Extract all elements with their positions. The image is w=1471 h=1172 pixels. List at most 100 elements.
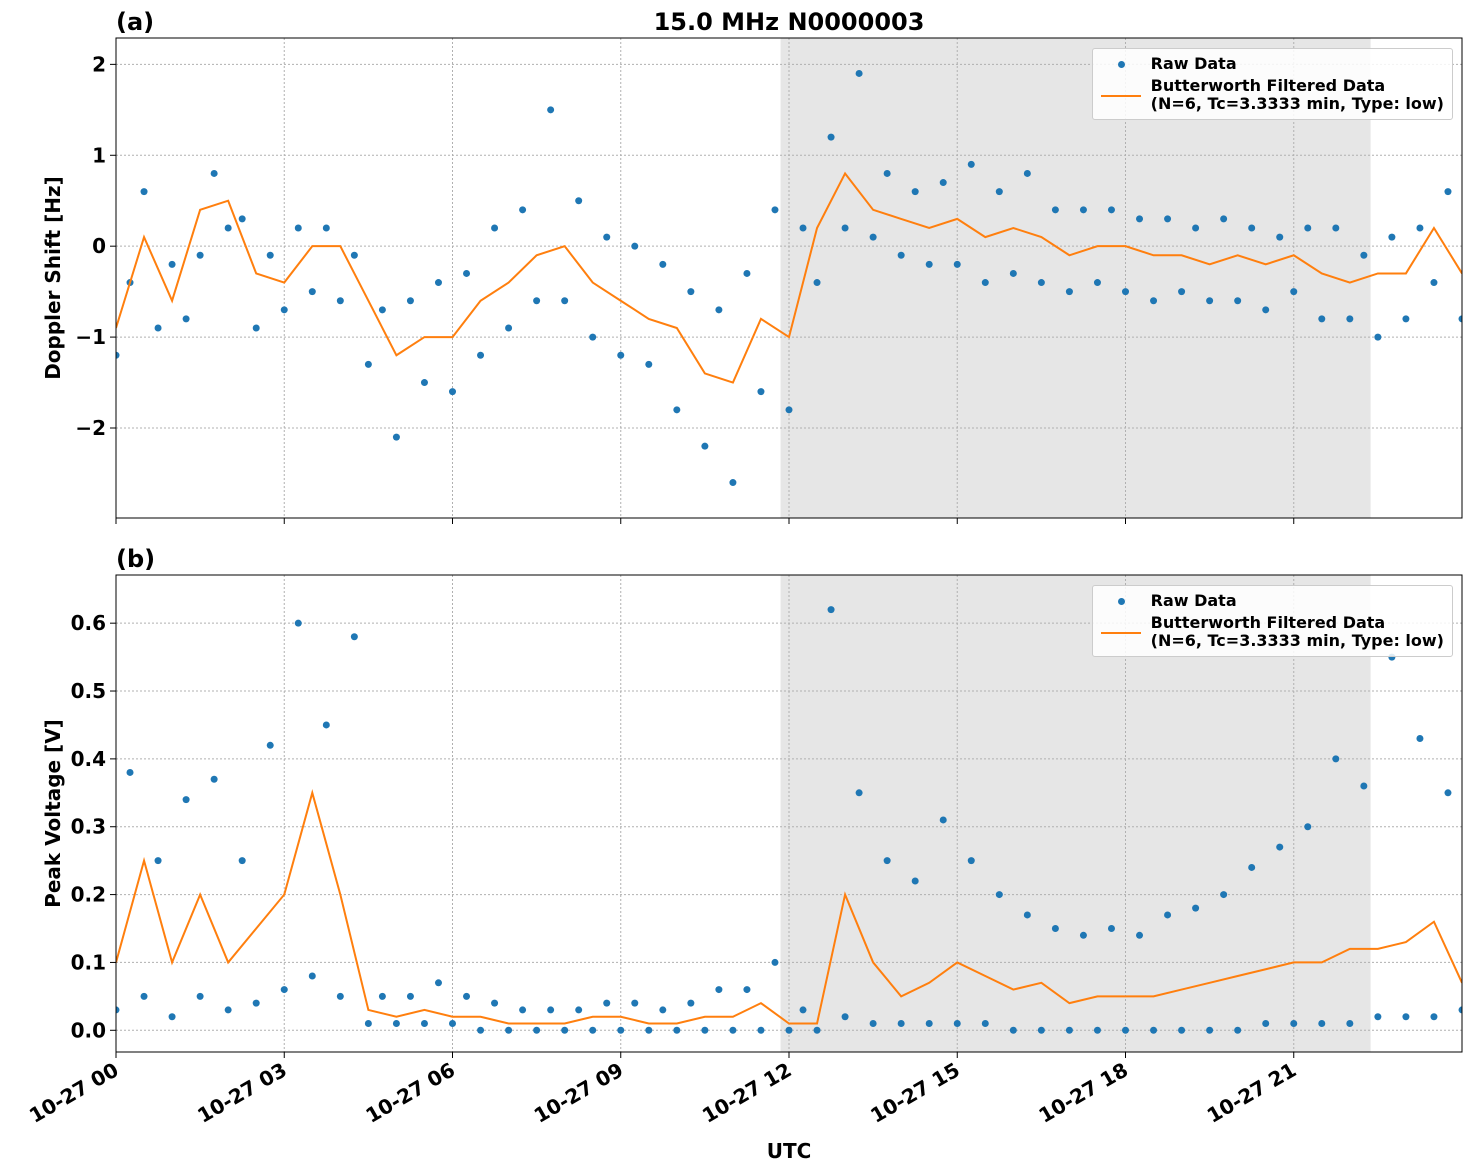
raw-point (1107, 925, 1115, 933)
raw-point (168, 1013, 176, 1021)
raw-point (1374, 1013, 1382, 1021)
raw-point (280, 306, 288, 314)
raw-point (182, 315, 190, 323)
raw-point (533, 297, 541, 305)
raw-point (743, 269, 751, 277)
raw-point (631, 999, 639, 1007)
raw-point (1444, 789, 1452, 797)
raw-point (1430, 279, 1438, 287)
raw-point (1402, 315, 1410, 323)
raw-point (1248, 863, 1256, 871)
raw-point (1290, 288, 1298, 296)
raw-point (519, 206, 527, 214)
raw-point (491, 999, 499, 1007)
raw-point (995, 188, 1003, 196)
y-tick-label: 0.4 (71, 747, 106, 771)
raw-point (1416, 224, 1424, 232)
legend-entry: Butterworth Filtered Data (N=6, Tc=3.333… (1100, 614, 1444, 650)
raw-point (715, 986, 723, 994)
raw-point (1164, 911, 1172, 919)
raw-point (1093, 1026, 1101, 1034)
x-axis-label: UTC (767, 1139, 812, 1163)
x-tick-label: 10-27 09 (530, 1058, 628, 1128)
raw-point (1402, 1013, 1410, 1021)
legend-key (1101, 55, 1141, 75)
raw-point (771, 958, 779, 966)
raw-point (1065, 288, 1073, 296)
raw-point (603, 233, 611, 241)
raw-point (266, 251, 274, 259)
raw-point (1206, 1026, 1214, 1034)
legend-key (1100, 614, 1141, 634)
y-tick-label: −1 (75, 325, 106, 349)
raw-point (463, 269, 471, 277)
raw-point (799, 224, 807, 232)
raw-point (1416, 735, 1424, 743)
raw-point (434, 279, 442, 287)
raw-point (673, 1026, 681, 1034)
raw-point (238, 215, 246, 223)
panel-label: (b) (116, 545, 155, 573)
x-tick-label: 10-27 15 (866, 1058, 964, 1128)
raw-point (547, 106, 555, 114)
raw-point (1262, 1020, 1270, 1028)
raw-point (364, 1020, 372, 1028)
raw-point (1107, 206, 1115, 214)
raw-point (392, 433, 400, 441)
raw-point (785, 406, 793, 414)
raw-point (673, 406, 681, 414)
raw-point (140, 188, 148, 196)
legend-label: Butterworth Filtered Data (N=6, Tc=3.333… (1150, 76, 1444, 113)
raw-point (1318, 315, 1326, 323)
raw-point (1009, 269, 1017, 277)
raw-point (406, 992, 414, 1000)
raw-point (1192, 904, 1200, 912)
raw-point (729, 479, 737, 487)
y-axis-label: Peak Voltage [V] (41, 719, 65, 908)
raw-point (1234, 297, 1242, 305)
raw-point (350, 251, 358, 259)
raw-point (252, 324, 260, 332)
raw-point (911, 188, 919, 196)
raw-point (589, 333, 597, 341)
raw-point (392, 1020, 400, 1028)
raw-point (477, 1026, 485, 1034)
chart-title: 15.0 MHz N0000003 (654, 8, 925, 36)
raw-point (1178, 288, 1186, 296)
raw-point (294, 224, 302, 232)
y-tick-label: 0 (92, 234, 106, 258)
raw-point (336, 992, 344, 1000)
raw-point (799, 1006, 807, 1014)
raw-point (981, 1020, 989, 1028)
legend-label: Raw Data (1150, 591, 1237, 610)
y-tick-label: 0.5 (71, 679, 106, 703)
raw-point (883, 169, 891, 177)
raw-point (505, 324, 513, 332)
legend-key (1101, 592, 1141, 612)
raw-point (168, 260, 176, 268)
legend: Raw Data Butterworth Filtered Data (N=6, … (1091, 585, 1453, 657)
raw-point (1037, 279, 1045, 287)
x-tick-label: 10-27 06 (361, 1058, 459, 1128)
legend-entry: Butterworth Filtered Data (N=6, Tc=3.333… (1100, 76, 1444, 113)
raw-point (224, 224, 232, 232)
raw-point (1150, 297, 1158, 305)
raw-point (1051, 925, 1059, 933)
raw-point (449, 388, 456, 396)
raw-point (813, 1026, 821, 1034)
y-tick-label: 0.2 (71, 883, 106, 907)
raw-point (1318, 1020, 1326, 1028)
raw-point (463, 992, 471, 1000)
filtered-line (116, 171, 1462, 384)
raw-point (701, 1026, 709, 1034)
x-tick-label: 10-27 00 (25, 1058, 123, 1128)
raw-point (911, 877, 919, 885)
raw-point (116, 1006, 120, 1014)
raw-point (659, 260, 667, 268)
raw-point (154, 857, 162, 865)
raw-point (547, 1006, 555, 1014)
raw-point (196, 251, 204, 259)
raw-point (210, 169, 218, 177)
raw-point (1360, 251, 1368, 259)
